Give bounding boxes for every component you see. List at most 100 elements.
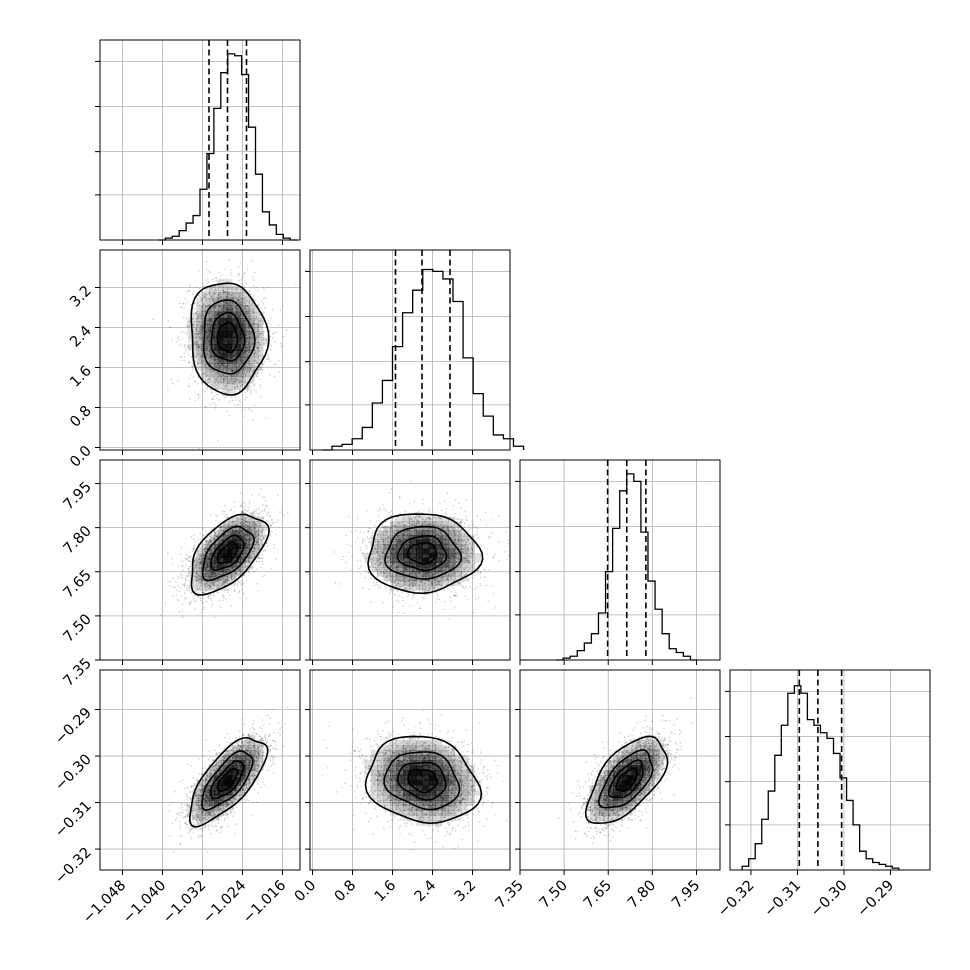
scatter-point xyxy=(248,308,251,311)
scatter-point xyxy=(194,328,197,331)
scatter-point xyxy=(212,293,215,296)
scatter-point xyxy=(201,347,204,350)
scatter-point xyxy=(248,541,250,544)
scatter-point xyxy=(231,567,233,569)
scatter-point xyxy=(202,597,205,600)
panel-frame xyxy=(729,669,931,871)
scatter-point xyxy=(238,532,241,534)
scatter-point xyxy=(270,317,272,320)
scatter-point xyxy=(219,529,222,531)
scatter-point xyxy=(212,376,214,379)
scatter-point xyxy=(261,322,264,325)
scatter-point xyxy=(258,524,261,527)
scatter-point xyxy=(205,352,208,355)
scatter-point xyxy=(224,533,227,535)
scatter-point xyxy=(177,577,180,580)
density-cell xyxy=(231,292,237,299)
scatter-point xyxy=(242,361,244,364)
scatter-point xyxy=(234,582,237,585)
scatter-point xyxy=(205,572,208,575)
scatter-point xyxy=(222,378,224,380)
scatter-point xyxy=(203,606,205,608)
scatter-point xyxy=(231,369,234,372)
scatter-point xyxy=(242,369,245,372)
scatter-point xyxy=(201,297,204,300)
scatter-point xyxy=(237,308,239,311)
scatter-point xyxy=(225,377,228,380)
scatter-point xyxy=(207,347,209,350)
scatter-point xyxy=(183,344,186,346)
scatter-point xyxy=(258,369,260,371)
scatter-point xyxy=(204,364,206,366)
scatter-point xyxy=(253,405,256,407)
scatter-point xyxy=(208,550,211,552)
scatter-point xyxy=(205,367,208,369)
scatter-point xyxy=(197,315,200,318)
scatter-point xyxy=(265,499,267,502)
scatter-point xyxy=(189,303,192,306)
scatter-point xyxy=(220,364,223,367)
density-cell xyxy=(205,356,211,364)
scatter-point xyxy=(253,550,255,553)
density-cell xyxy=(245,337,251,345)
scatter-point xyxy=(236,573,239,575)
scatter-point xyxy=(248,351,250,354)
scatter-point xyxy=(202,377,205,379)
scatter-point xyxy=(226,302,228,305)
scatter-point xyxy=(197,270,200,272)
scatter-point xyxy=(226,295,228,298)
scatter-point xyxy=(249,522,251,524)
scatter-point xyxy=(200,374,203,376)
scatter-point xyxy=(224,598,227,600)
scatter-point xyxy=(254,522,257,525)
scatter-point xyxy=(217,367,219,370)
density-cell xyxy=(223,311,228,319)
scatter-point xyxy=(241,300,243,303)
scatter-point xyxy=(208,550,210,553)
scatter-point xyxy=(200,577,202,580)
density-cell xyxy=(240,292,246,299)
scatter-point xyxy=(244,272,246,274)
scatter-point xyxy=(177,379,179,382)
scatter-point xyxy=(236,308,239,311)
scatter-point xyxy=(249,310,252,312)
scatter-point xyxy=(240,515,242,518)
scatter-point xyxy=(211,603,214,606)
scatter-point xyxy=(257,290,259,292)
scatter-point xyxy=(238,303,241,306)
scatter-point xyxy=(210,287,212,290)
density-cell xyxy=(205,324,211,332)
density-cell xyxy=(218,350,224,358)
scatter-point xyxy=(196,286,198,289)
density-cell xyxy=(205,311,211,319)
scatter-point xyxy=(205,363,207,365)
scatter-point xyxy=(254,531,257,534)
scatter-point xyxy=(185,597,187,600)
scatter-point xyxy=(252,275,254,278)
scatter-point xyxy=(269,567,272,570)
scatter-point xyxy=(244,566,247,568)
scatter-point xyxy=(212,358,214,361)
scatter-point xyxy=(244,306,247,308)
scatter-point xyxy=(202,327,204,330)
scatter-point xyxy=(254,537,257,539)
scatter-point xyxy=(247,311,249,313)
scatter-point xyxy=(217,364,220,367)
scatter-point xyxy=(197,341,199,344)
scatter-point xyxy=(236,292,239,295)
scatter-point xyxy=(253,389,255,391)
scatter-point xyxy=(222,394,225,397)
scatter-point xyxy=(190,600,193,603)
scatter-point xyxy=(188,585,190,588)
scatter-point xyxy=(217,294,220,297)
scatter-point xyxy=(262,536,265,539)
scatter-point xyxy=(267,358,269,361)
scatter-point xyxy=(225,391,228,394)
scatter-point xyxy=(207,320,209,322)
scatter-point xyxy=(197,294,200,297)
scatter-point xyxy=(217,297,220,299)
density-cell xyxy=(245,376,251,384)
scatter-point xyxy=(200,561,203,564)
scatter-point xyxy=(206,348,208,350)
scatter-point xyxy=(262,302,265,305)
